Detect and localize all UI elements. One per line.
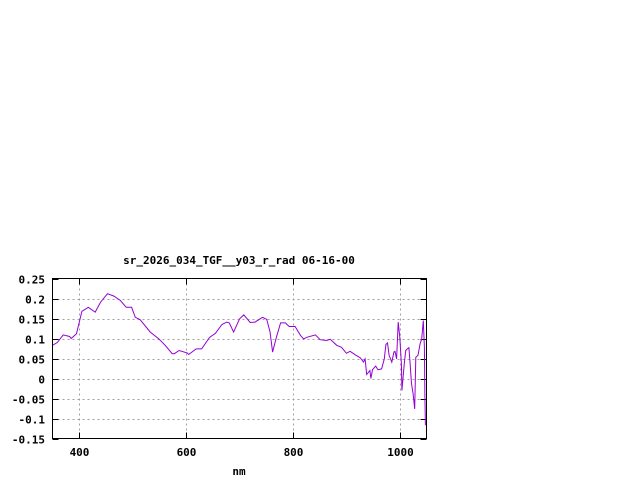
series-line <box>52 293 426 426</box>
grid <box>52 278 427 439</box>
y-tick-label: 0.25 <box>19 274 46 287</box>
y-tick-label: 0 <box>38 374 45 387</box>
y-tick-label: -0.1 <box>19 414 46 427</box>
plot-border <box>52 278 427 439</box>
x-tick-label: 600 <box>177 446 197 459</box>
y-tick-label: -0.05 <box>12 394 45 407</box>
y-tick-label: -0.15 <box>12 434 45 447</box>
y-tick-label: 0.05 <box>19 354 46 367</box>
y-tick-label: 0.2 <box>25 294 45 307</box>
x-tick-label: 800 <box>284 446 304 459</box>
x-axis-label: nm <box>232 465 246 478</box>
y-tick-label: 0.15 <box>19 314 46 327</box>
x-tick-label: 400 <box>70 446 90 459</box>
tick-labels: -0.15 -0.1 -0.05 0 0.05 0.1 0.15 0.2 0.25 400 600 8… <box>12 274 414 460</box>
y-tick-label: 0.1 <box>25 334 45 347</box>
x-tick-label: 1000 <box>387 446 414 459</box>
chart-title: sr_2026_034_TGF__y03_r_rad 06-16-00 <box>123 254 355 267</box>
